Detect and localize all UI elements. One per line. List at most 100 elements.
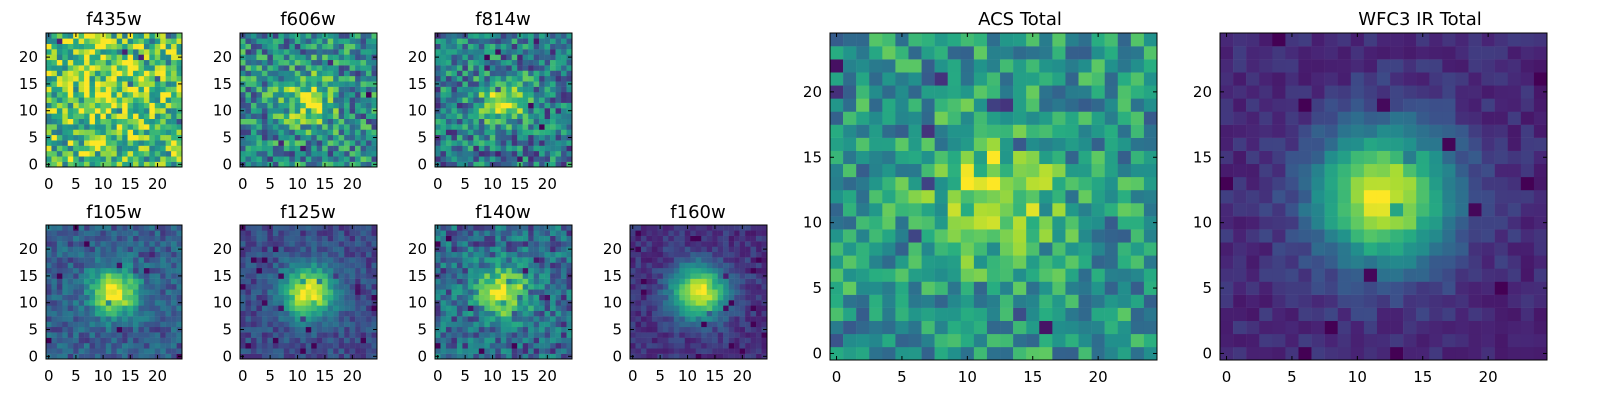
x-tick-label: 5 xyxy=(71,175,81,193)
heatmap-cell xyxy=(478,278,485,285)
heatmap-cell xyxy=(489,124,496,130)
heatmap-cell xyxy=(451,262,458,269)
heatmap-cell xyxy=(706,337,713,344)
heatmap-cell xyxy=(360,246,367,253)
heatmap-cell xyxy=(723,251,729,258)
heatmap-cell xyxy=(843,150,857,165)
heatmap-cell xyxy=(261,124,268,130)
heatmap-cell xyxy=(122,150,128,157)
heatmap-cell xyxy=(973,150,988,165)
heatmap-cell xyxy=(495,150,502,157)
heatmap-cell xyxy=(435,75,441,82)
heatmap-cell xyxy=(344,342,350,349)
heatmap-cell xyxy=(322,246,328,253)
heatmap-cell xyxy=(267,75,274,82)
heatmap-cell xyxy=(445,33,452,39)
heatmap-cell xyxy=(127,348,134,354)
heatmap-cell xyxy=(100,81,107,87)
heatmap-cell xyxy=(327,289,334,295)
heatmap-cell xyxy=(473,59,480,66)
heatmap-cell xyxy=(261,118,268,125)
heatmap-cell xyxy=(517,283,523,290)
heatmap-cell xyxy=(745,326,751,333)
heatmap-cell xyxy=(1039,333,1053,348)
heatmap-cell xyxy=(451,342,458,349)
heatmap-cell xyxy=(133,124,139,130)
heatmap-cell xyxy=(165,102,172,109)
heatmap-cell xyxy=(451,129,458,136)
heatmap-cell xyxy=(511,246,518,253)
heatmap-cell xyxy=(116,326,123,333)
heatmap-cell xyxy=(489,145,496,152)
heatmap-cell xyxy=(478,310,485,317)
heatmap-cell xyxy=(78,283,85,290)
heatmap-cell xyxy=(544,43,551,50)
heatmap-cell xyxy=(473,118,480,125)
heatmap-cell xyxy=(116,332,123,338)
heatmap-cell xyxy=(116,161,123,168)
heatmap-cell xyxy=(160,342,166,349)
heatmap-cell xyxy=(149,33,156,39)
heatmap-cell xyxy=(289,262,296,269)
heatmap-cell xyxy=(300,241,307,247)
heatmap-cell xyxy=(478,113,485,120)
heatmap-cell xyxy=(116,273,123,279)
heatmap-cell xyxy=(283,278,290,285)
heatmap-cell xyxy=(311,283,317,290)
heatmap-cell xyxy=(165,283,172,290)
heatmap-cell xyxy=(349,283,356,290)
heatmap-cell xyxy=(344,289,350,295)
heatmap-cell xyxy=(657,278,664,285)
heatmap-cell xyxy=(305,156,312,162)
heatmap-cell xyxy=(657,348,664,354)
heatmap-cell xyxy=(154,326,161,333)
heatmap-cell xyxy=(856,307,870,322)
heatmap-cell xyxy=(143,134,150,141)
heatmap-cell xyxy=(511,156,518,162)
heatmap-cell xyxy=(539,54,545,61)
heatmap-cell xyxy=(250,75,257,82)
y-tick-label: 20 xyxy=(603,240,622,258)
heatmap-cell xyxy=(445,342,452,349)
heatmap-cell xyxy=(261,257,268,263)
heatmap-cell xyxy=(322,75,328,82)
heatmap-cell xyxy=(122,273,128,279)
heatmap-cell xyxy=(143,235,150,242)
heatmap-cell xyxy=(300,161,307,168)
heatmap-cell xyxy=(171,129,177,136)
heatmap-cell xyxy=(723,326,729,333)
heatmap-cell xyxy=(440,33,447,39)
heatmap-cell xyxy=(473,33,480,39)
heatmap-cell xyxy=(657,337,664,344)
heatmap-cell xyxy=(668,348,675,354)
heatmap-cell xyxy=(344,49,350,55)
heatmap-cell xyxy=(651,278,658,285)
heatmap-cell xyxy=(684,257,691,263)
heatmap-cell xyxy=(1130,216,1145,230)
heatmap-cell xyxy=(89,246,96,253)
heatmap-cell xyxy=(111,257,117,263)
heatmap-cell xyxy=(511,86,518,93)
heatmap-cell xyxy=(294,230,301,236)
heatmap-cell xyxy=(366,124,372,130)
heatmap-cell xyxy=(522,129,529,136)
heatmap-cell xyxy=(869,203,883,217)
heatmap-cell xyxy=(555,300,562,306)
heatmap-cell xyxy=(327,118,334,125)
heatmap-cell xyxy=(322,140,328,146)
heatmap-cell xyxy=(561,241,567,247)
heatmap-cell xyxy=(445,70,452,77)
heatmap-cell xyxy=(635,262,642,269)
heatmap-cell xyxy=(143,145,150,152)
heatmap-cell xyxy=(250,65,257,71)
heatmap-cell xyxy=(322,241,328,247)
heatmap-cell xyxy=(261,108,268,114)
heatmap-cell xyxy=(349,273,356,279)
heatmap-cell xyxy=(467,86,474,93)
heatmap-cell xyxy=(105,145,112,152)
heatmap-cell xyxy=(78,33,85,39)
heatmap-cell xyxy=(89,81,96,87)
heatmap-cell xyxy=(511,316,518,322)
heatmap-cell xyxy=(440,230,447,236)
heatmap-cell xyxy=(176,235,183,242)
